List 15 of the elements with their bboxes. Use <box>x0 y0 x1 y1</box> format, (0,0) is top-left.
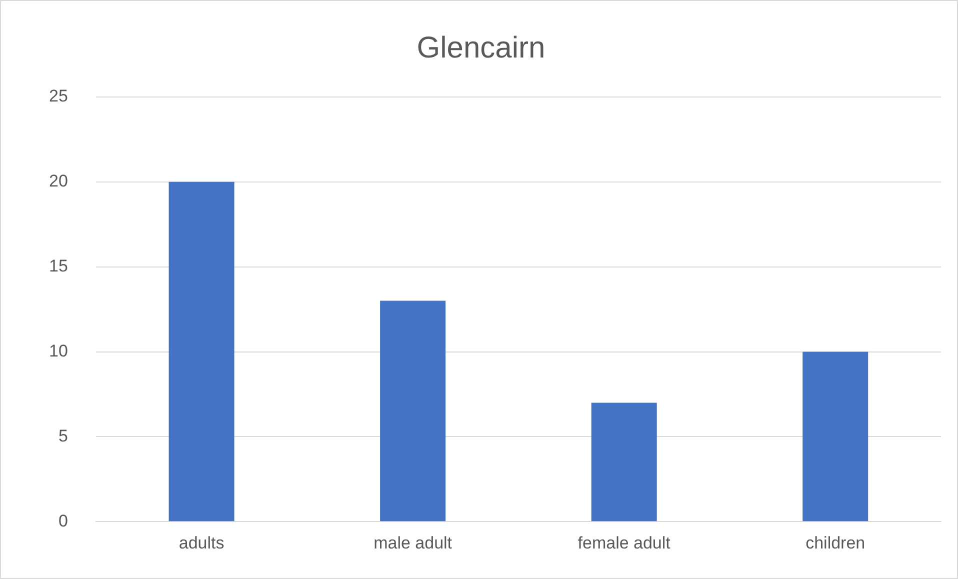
y-tick-label: 25 <box>48 86 68 106</box>
y-tick-label: 0 <box>58 511 68 530</box>
bar <box>591 402 657 522</box>
y-tick-label: 5 <box>58 426 68 446</box>
y-tick-label: 20 <box>48 172 68 191</box>
x-tick-label: adults <box>178 533 224 552</box>
y-tick-label: 10 <box>48 341 68 360</box>
y-tick-label: 15 <box>48 256 68 276</box>
x-tick-label: children <box>806 533 866 552</box>
x-tick-label: female adult <box>578 533 671 552</box>
x-tick-label: male adult <box>374 533 452 552</box>
bar <box>168 182 234 522</box>
bar <box>380 300 446 522</box>
chart-title: Glencairn <box>416 31 546 64</box>
bar <box>802 352 868 522</box>
